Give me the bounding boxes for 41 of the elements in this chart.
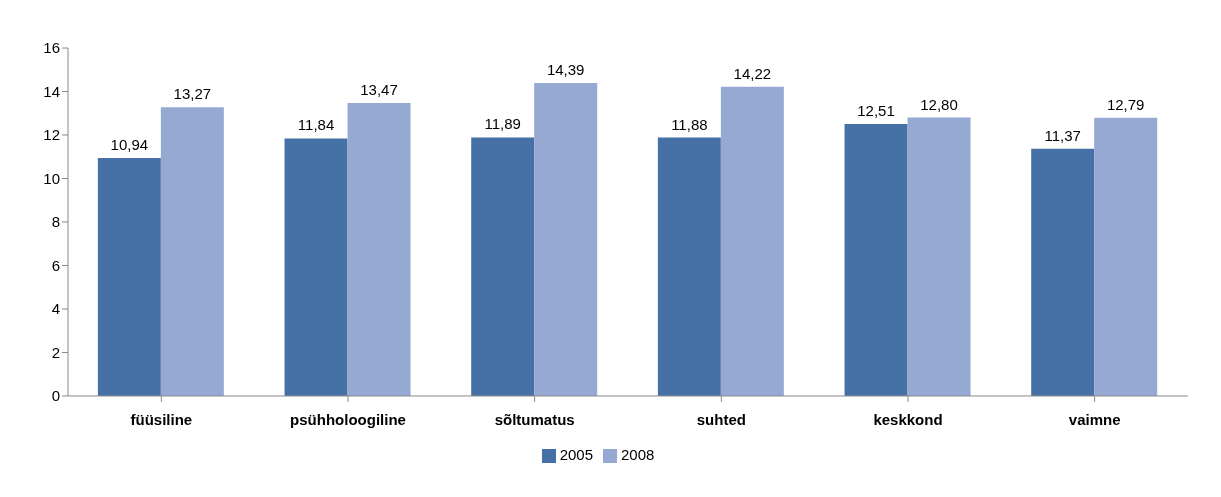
bar xyxy=(720,86,784,396)
bar xyxy=(1094,117,1158,396)
data-label: 11,88 xyxy=(671,115,708,133)
x-tick-label: keskkond xyxy=(873,410,943,428)
y-tick-label: 16 xyxy=(43,39,60,57)
x-tick-label: psühholoogiline xyxy=(290,410,406,428)
data-label: 11,37 xyxy=(1044,126,1081,144)
y-tick-label: 6 xyxy=(51,256,60,274)
bar xyxy=(844,123,908,396)
bar xyxy=(284,138,348,396)
bar xyxy=(657,137,721,396)
data-label: 14,39 xyxy=(546,61,585,79)
data-label: 12,79 xyxy=(1106,95,1145,113)
bar xyxy=(347,103,411,396)
bar xyxy=(907,117,971,396)
data-label: 11,89 xyxy=(484,115,521,133)
y-tick-label: 4 xyxy=(51,300,60,318)
x-tick-label: vaimne xyxy=(1068,410,1121,428)
data-label: 13,27 xyxy=(173,85,212,103)
y-tick-label: 2 xyxy=(51,343,60,361)
bar xyxy=(97,158,161,396)
bar xyxy=(160,107,224,396)
bar xyxy=(1031,148,1095,396)
data-label: 14,22 xyxy=(733,64,772,82)
data-label: 12,51 xyxy=(857,101,895,119)
y-tick-label: 14 xyxy=(43,82,60,100)
y-tick-label: 0 xyxy=(51,387,60,405)
legend-label: 2005 xyxy=(559,445,593,463)
y-tick-label: 8 xyxy=(51,213,60,231)
data-label: 12,80 xyxy=(920,95,958,113)
x-tick-label: füüsiline xyxy=(130,410,193,428)
bar xyxy=(534,83,598,396)
x-tick-label: suhted xyxy=(696,410,746,428)
x-tick-label: sõltumatus xyxy=(494,410,575,428)
data-label: 13,47 xyxy=(360,81,398,99)
y-tick-label: 12 xyxy=(43,126,60,144)
data-label: 10,94 xyxy=(110,136,149,154)
legend-label: 2008 xyxy=(621,445,655,463)
y-tick-label: 10 xyxy=(43,169,60,187)
bar xyxy=(471,137,535,396)
data-label: 11,84 xyxy=(297,116,335,134)
